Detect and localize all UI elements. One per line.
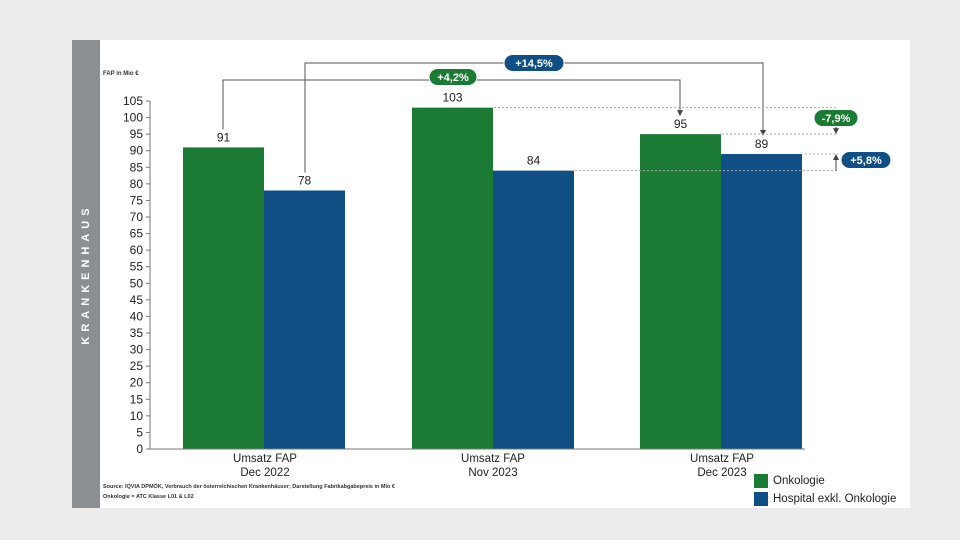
bar-onkologie (412, 107, 493, 449)
y-tick-label: 90 (130, 144, 144, 158)
x-tick-label: Umsatz FAP (461, 453, 525, 465)
y-tick-label: 30 (130, 343, 144, 357)
pct-badge-hospital-yoy (503, 54, 565, 72)
gap-onkologie-arrow-icon (833, 128, 839, 135)
y-tick-label: 45 (130, 293, 144, 307)
bar-hospital (493, 170, 574, 449)
data-label: 78 (298, 173, 312, 187)
source-note: Source: IQVIA DPMÖK, Verbrauch der öster… (103, 484, 395, 490)
y-tick-label: 55 (130, 260, 144, 274)
y-tick-label: 5 (136, 425, 143, 439)
data-label: 91 (217, 130, 231, 144)
y-tick-label: 70 (130, 210, 144, 224)
x-tick-label: Dec 2023 (697, 467, 746, 479)
y-tick-label: 100 (123, 111, 143, 125)
y-tick-label: 20 (130, 376, 144, 390)
pct-badge-onkologie-mom-label: -7,9% (822, 113, 851, 125)
y-tick-label: 40 (130, 309, 144, 323)
pct-badge-hospital-mom-label: +5,8% (850, 155, 882, 167)
legend-label-hospital: Hospital exkl. Onkologie (773, 493, 897, 505)
y-tick-label: 85 (130, 160, 144, 174)
pct-badge-hospital-yoy-label: +14,5% (515, 58, 553, 70)
bar-onkologie (640, 134, 721, 449)
source-note-onkologie: Onkologie = ATC Klasse L01 & L02 (103, 494, 194, 500)
y-tick-label: 15 (130, 392, 144, 406)
y-tick-label: 50 (130, 276, 144, 290)
gap-hospital-arrow-icon (833, 154, 839, 161)
pct-badge-onkologie-yoy (428, 68, 478, 86)
x-tick-label: Dec 2022 (240, 467, 289, 479)
bar-hospital (264, 190, 345, 449)
legend-item-onkologie: Onkologie (754, 474, 825, 488)
data-label: 89 (755, 137, 769, 151)
bar-hospital (721, 154, 802, 449)
y-tick-label: 25 (130, 359, 144, 373)
y-tick-label: 65 (130, 227, 144, 241)
data-label: 84 (527, 154, 541, 168)
y-tick-label: 0 (136, 442, 143, 456)
bracket-hospital-arrow-icon (760, 130, 766, 137)
y-tick-label: 60 (130, 243, 144, 257)
x-tick-label: Umsatz FAP (690, 453, 754, 465)
bar-onkologie (183, 147, 264, 449)
x-tick-label: Nov 2023 (468, 467, 517, 479)
side-bar (72, 40, 100, 508)
y-axis-label: FAP in Mio € (103, 71, 139, 77)
y-tick-label: 75 (130, 193, 144, 207)
x-tick-label: Umsatz FAP (233, 453, 297, 465)
legend-label-onkologie: Onkologie (773, 475, 825, 487)
data-label: 103 (442, 91, 462, 105)
bracket-onkologie-arrow-icon (677, 110, 683, 117)
legend-swatch-hospital (754, 492, 768, 506)
legend-swatch-onkologie (754, 474, 768, 488)
y-tick-label: 35 (130, 326, 144, 340)
y-tick-label: 105 (123, 94, 143, 108)
legend-item-hospital: Hospital exkl. Onkologie (754, 492, 896, 506)
y-tick-label: 10 (130, 409, 144, 423)
pct-badge-onkologie-yoy-label: +4,2% (437, 72, 469, 84)
data-label: 95 (674, 117, 688, 131)
y-tick-label: 95 (130, 127, 144, 141)
y-tick-label: 80 (130, 177, 144, 191)
pct-badge-onkologie-mom (813, 109, 859, 127)
pct-badge-hospital-mom (840, 151, 892, 169)
